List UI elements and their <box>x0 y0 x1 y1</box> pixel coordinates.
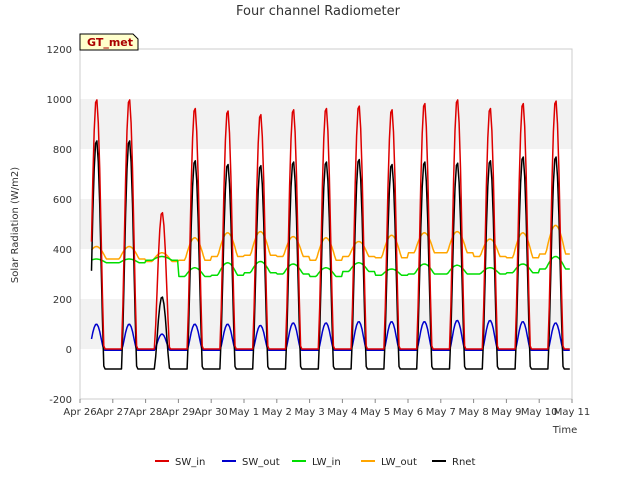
y-tick-label: 200 <box>53 295 72 306</box>
x-axis-label: Time <box>552 425 577 436</box>
legend-label: SW_in <box>175 457 205 468</box>
y-tick-label: 0 <box>66 345 72 356</box>
x-tick-label: May 6 <box>393 407 423 418</box>
legend-item: LW_out <box>361 457 417 468</box>
plot-frame <box>79 48 573 400</box>
x-tick-label: May 2 <box>262 407 292 418</box>
legend-label: Rnet <box>452 457 475 468</box>
chart-title: Four channel Radiometer <box>236 4 401 19</box>
x-tick-label: May 4 <box>327 407 357 418</box>
x-tick-label: May 10 <box>521 407 558 418</box>
x-tick-label: May 8 <box>458 407 488 418</box>
x-tick-label: May 5 <box>360 407 390 418</box>
badge-label: GT_met <box>87 36 133 49</box>
grid-band <box>80 99 572 149</box>
y-tick-label: 1000 <box>47 95 72 106</box>
legend-label: LW_in <box>312 457 341 468</box>
series-line-rnet <box>90 140 570 370</box>
y-tick-label: 400 <box>53 245 72 256</box>
grid-band <box>80 299 572 349</box>
x-tick-label: Apr 27 <box>96 407 129 418</box>
series-line-sw-out <box>90 319 570 352</box>
x-tick-label: May 3 <box>294 407 324 418</box>
site-badge: GT_met <box>79 33 139 51</box>
x-tick-label: Apr 29 <box>162 407 195 418</box>
legend-label: LW_out <box>381 457 417 468</box>
y-tick-label: -200 <box>49 395 72 406</box>
x-axis: Apr 26 Apr 27 Apr 28 Apr 29 Apr 30 May 1 May 2… <box>63 399 590 418</box>
legend: SW_in SW_out LW_in LW_out Rnet <box>155 457 475 468</box>
y-tick-label: 800 <box>53 145 72 156</box>
series-line-sw-in <box>90 99 570 350</box>
y-tick-label: 600 <box>53 195 72 206</box>
legend-item: SW_in <box>155 457 205 468</box>
x-tick-label: Apr 26 <box>63 407 96 418</box>
legend-item: LW_in <box>292 457 341 468</box>
y-tick-label: 1200 <box>47 45 72 56</box>
x-tick-label: May 11 <box>554 407 591 418</box>
grid-band <box>80 199 572 249</box>
x-tick-label: Apr 28 <box>129 407 162 418</box>
x-tick-label: May 9 <box>491 407 521 418</box>
plot-background-bands <box>80 99 572 349</box>
legend-label: SW_out <box>242 457 280 468</box>
badge-box <box>79 33 139 51</box>
x-tick-label: May 1 <box>229 407 259 418</box>
x-tick-label: May 7 <box>426 407 456 418</box>
legend-item: Rnet <box>432 457 475 468</box>
x-tick-label: Apr 30 <box>195 407 228 418</box>
y-axis: -200 0 200 400 600 800 1000 1200 <box>47 45 72 406</box>
series-lines <box>90 99 570 370</box>
y-axis-label: Solar Radiation (W/m2) <box>10 167 21 283</box>
legend-item: SW_out <box>222 457 280 468</box>
